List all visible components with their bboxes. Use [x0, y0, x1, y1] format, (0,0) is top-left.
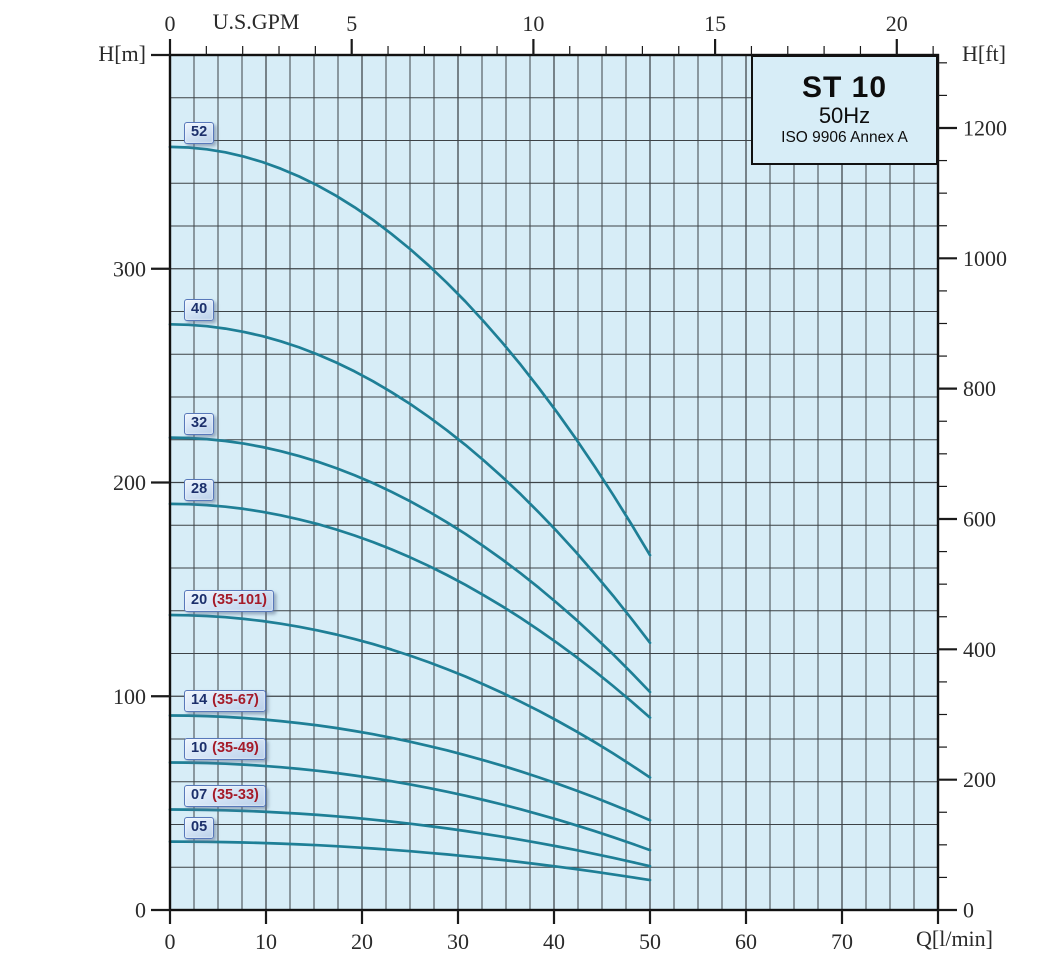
top-axis-unit-label: U.S.GPM — [212, 9, 300, 34]
curve-badge-14: 14 (35-67) — [184, 690, 266, 713]
badge-stage-number: 20 — [191, 592, 208, 608]
curve-14 — [168, 714, 652, 822]
top-axis-tick-label: 0 — [165, 11, 176, 36]
bottom-axis-tick-label: 30 — [447, 929, 469, 954]
bottom-axis-tick-label: 70 — [831, 929, 853, 954]
right-axis-tick-label: 600 — [963, 506, 996, 531]
curve-badge-32: 32 — [184, 413, 215, 436]
curve-10 — [168, 761, 652, 852]
right-axis-tick-label: 1000 — [963, 246, 1007, 271]
bottom-axis-tick-label: 40 — [543, 929, 565, 954]
bottom-axis-tick-label: 0 — [165, 929, 176, 954]
top-axis-tick-label: 15 — [704, 11, 726, 36]
pump-model-title: ST 10 — [801, 70, 888, 104]
curve-07 — [168, 808, 652, 868]
curve-40 — [168, 322, 652, 645]
right-axis-tick-label: 0 — [963, 898, 974, 923]
curve-badge-52: 52 — [184, 122, 215, 145]
bottom-axis-tick-label: 60 — [735, 929, 757, 954]
badge-flow-range: (35-67) — [212, 692, 259, 708]
top-axis-tick-label: 10 — [522, 11, 544, 36]
left-axis-tick-label: 200 — [113, 470, 146, 495]
curve-05 — [168, 840, 652, 882]
frequency-label: 50Hz — [818, 103, 871, 129]
right-axis-tick-label: 800 — [963, 376, 996, 401]
badge-stage-number: 52 — [191, 124, 208, 140]
curve-badge-07: 07 (35-33) — [184, 785, 266, 808]
bottom-axis-unit-label: Q[l/min] — [916, 926, 993, 951]
curve-28 — [168, 502, 652, 719]
standard-label: ISO 9906 Annex A — [781, 129, 908, 147]
badge-stage-number: 10 — [191, 740, 208, 756]
right-axis-tick-label: 200 — [963, 767, 996, 792]
curve-52 — [168, 145, 652, 557]
right-axis-unit-label: H[ft] — [962, 41, 1006, 66]
badge-stage-number: 05 — [191, 819, 208, 835]
badge-flow-range: (35-101) — [212, 592, 267, 608]
badge-stage-number: 32 — [191, 415, 208, 431]
curve-badge-05: 05 — [184, 817, 215, 840]
right-axis-tick-label: 400 — [963, 637, 996, 662]
badge-stage-number: 07 — [191, 787, 208, 803]
top-axis-tick-label: 20 — [886, 11, 908, 36]
curve-badge-20: 20 (35-101) — [184, 590, 274, 613]
bottom-axis-tick-label: 50 — [639, 929, 661, 954]
top-axis-tick-label: 5 — [346, 11, 357, 36]
curve-badge-10: 10 (35-49) — [184, 738, 266, 761]
title-box: ST 10 50Hz ISO 9906 Annex A — [751, 55, 938, 165]
badge-stage-number: 28 — [191, 481, 208, 497]
bottom-axis-tick-label: 10 — [255, 929, 277, 954]
badge-stage-number: 14 — [191, 692, 208, 708]
left-axis-tick-label: 300 — [113, 256, 146, 281]
curve-badge-40: 40 — [184, 299, 215, 322]
curve-20 — [168, 613, 652, 779]
curve-32 — [168, 436, 652, 694]
badge-stage-number: 40 — [191, 301, 208, 317]
left-axis-tick-label: 100 — [113, 684, 146, 709]
right-axis-tick-label: 1200 — [963, 115, 1007, 140]
badge-flow-range: (35-33) — [212, 787, 259, 803]
badge-flow-range: (35-49) — [212, 740, 259, 756]
left-axis-tick-label: 0 — [135, 898, 146, 923]
left-axis-unit-label: H[m] — [98, 41, 146, 66]
bottom-axis-tick-label: 20 — [351, 929, 373, 954]
curve-badge-28: 28 — [184, 479, 215, 502]
